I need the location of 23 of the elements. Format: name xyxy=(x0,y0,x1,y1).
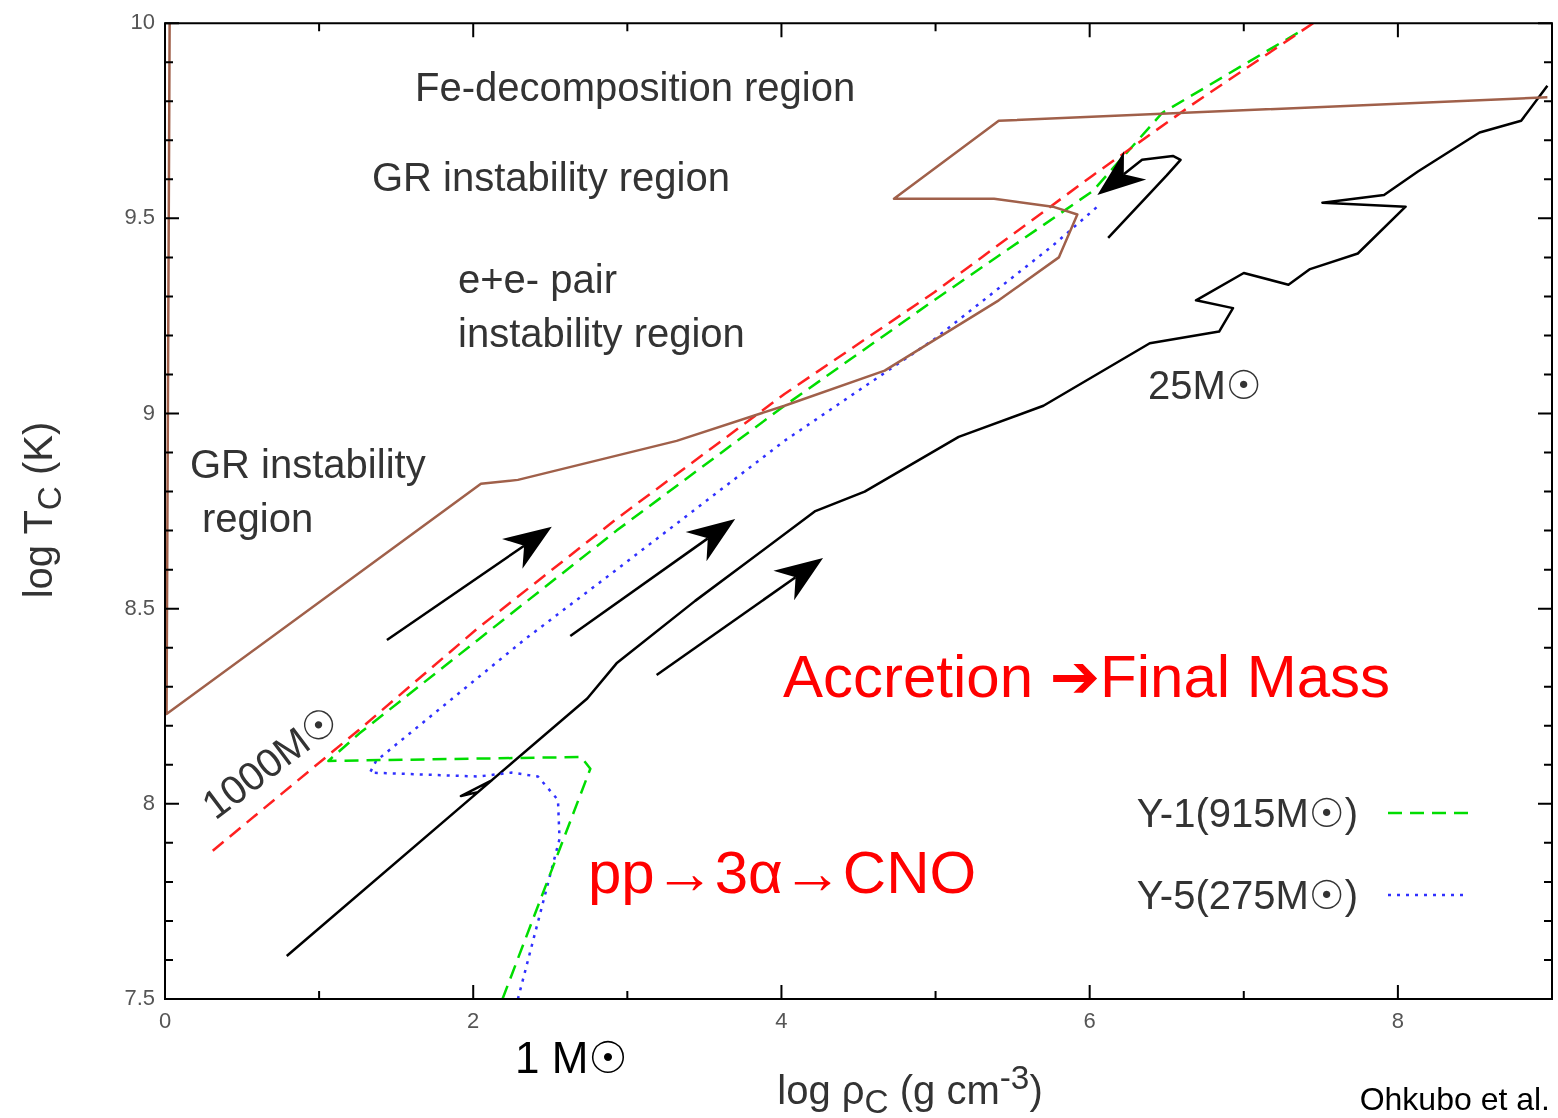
x-tick-label: 0 xyxy=(158,1008,172,1034)
text: Ohkubo et al. xyxy=(1359,1080,1550,1118)
text: 1 M☉ xyxy=(515,1032,628,1084)
legend-label: Y-1(915M☉) xyxy=(1136,790,1358,836)
annotation: e+e- pair instability region xyxy=(458,256,745,357)
annotation: GR instability region xyxy=(372,154,730,201)
x-tick-label: 2 xyxy=(467,1008,480,1034)
y-tick-label: 9.5 xyxy=(124,204,155,230)
annotation: pp→3α→CNO xyxy=(588,838,977,908)
annotation: Accretion ➔Final Mass xyxy=(783,642,1391,712)
y-tick-label: 8.5 xyxy=(124,594,155,620)
y-tick-label: 7.5 xyxy=(124,985,155,1011)
legend-label: Y-5(275M☉) xyxy=(1136,872,1358,918)
y-tick-label: 9 xyxy=(142,399,155,425)
annotation: Fe-decomposition region xyxy=(415,64,856,111)
annotation: GR instability region xyxy=(190,441,426,542)
x-tick-label: 6 xyxy=(1083,1008,1096,1034)
x-tick-label: 4 xyxy=(775,1008,788,1034)
annotation: 25M☉ xyxy=(1148,362,1262,409)
x-axis-title: log ρ$_{C}$ (g cm$^{-3}$) xyxy=(777,1059,1043,1118)
y-tick-label: 8 xyxy=(142,789,155,815)
y-tick-label: 10 xyxy=(130,9,155,35)
x-tick-label: 8 xyxy=(1391,1008,1405,1034)
